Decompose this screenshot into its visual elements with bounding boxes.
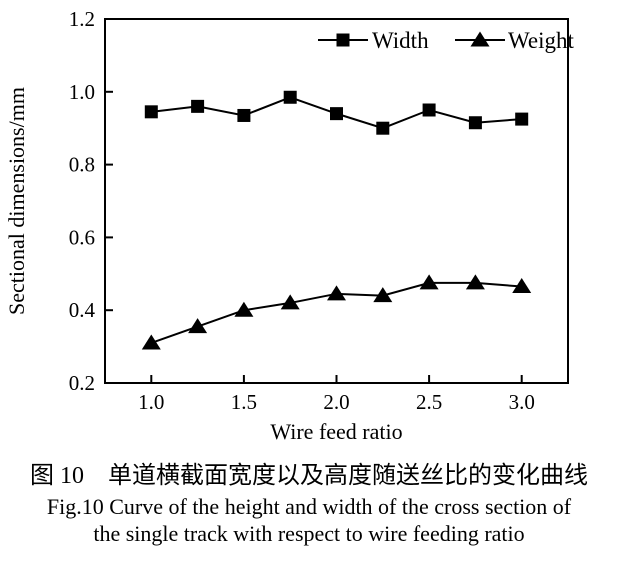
y-tick-label: 0.6 [69, 225, 95, 249]
width-series-marker [191, 99, 205, 113]
figure-caption-zh: 图 10 单道横截面宽度以及高度随送丝比的变化曲线 [30, 463, 588, 489]
y-tick-label: 1.2 [69, 7, 95, 31]
width-series-marker [515, 112, 529, 126]
figure-caption: 图 10 单道横截面宽度以及高度随送丝比的变化曲线 Fig.10 Curve o… [0, 461, 618, 547]
width-series-marker [330, 107, 343, 121]
weight-series-marker [327, 285, 346, 301]
figure-caption-en-line2: the single track with respect to wire fe… [93, 521, 525, 546]
weight-series-marker [419, 274, 439, 290]
weight-series-marker [280, 294, 300, 310]
weight-series-marker [465, 274, 485, 290]
legend-weight-marker [470, 31, 490, 47]
width-series-marker [237, 108, 251, 122]
y-tick-label: 1.0 [69, 80, 95, 104]
legend-width-label: Width [372, 28, 429, 53]
figure-caption-en: Fig.10 Curve of the height and width of … [0, 493, 618, 547]
weight-series-marker [512, 278, 532, 294]
weight-series-marker [373, 287, 393, 303]
x-tick-label: 3.0 [509, 390, 535, 414]
width-series-marker [468, 116, 482, 130]
x-tick-label: 1.5 [231, 390, 257, 414]
width-series-marker [422, 103, 436, 117]
figure-caption-en-line1: Fig.10 Curve of the height and width of … [46, 494, 572, 519]
y-tick-label: 0.4 [69, 298, 96, 322]
x-tick-label: 1.0 [138, 390, 164, 414]
weight-series-marker [234, 301, 254, 317]
legend-weight-label: Weight [508, 28, 574, 53]
y-axis-label: Sectional dimensions/mm [4, 87, 29, 315]
x-axis-label: Wire feed ratio [270, 419, 402, 444]
weight-series-marker [188, 318, 208, 334]
weight-series-marker [141, 334, 161, 350]
x-tick-label: 2.5 [416, 390, 442, 414]
plot-frame [104, 18, 569, 384]
y-tick-label: 0.2 [69, 371, 95, 395]
line-chart-canvas: 1.0 1.5 2.0 2.5 3.0 0.2 0.4 0.6 0.8 1.0 1.2 Wire fe… [4, 7, 574, 444]
y-tick-label: 0.8 [69, 153, 95, 177]
legend-width-marker [336, 33, 350, 47]
x-tick-label: 2.0 [323, 390, 349, 414]
width-series-marker [283, 90, 297, 104]
width-series-marker [376, 121, 390, 135]
width-series-marker [144, 105, 158, 119]
